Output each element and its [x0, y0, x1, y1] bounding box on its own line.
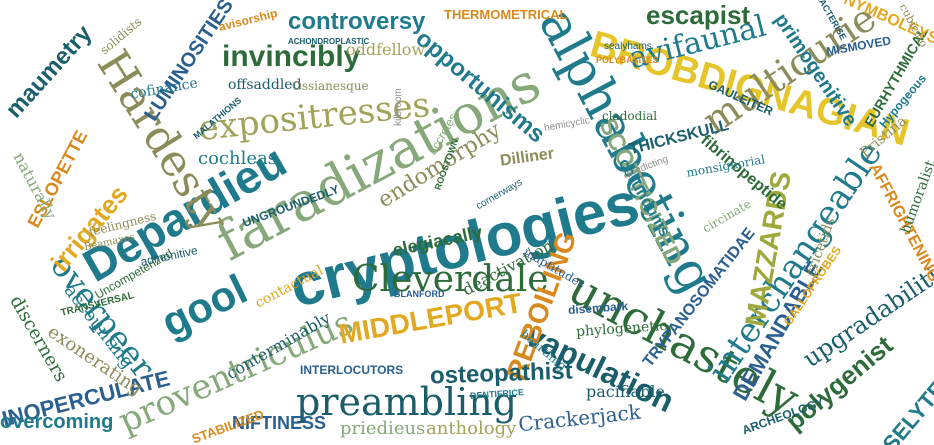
cloud-word: THERMOMETRICAL [444, 7, 568, 22]
cloud-word: SELYTES [877, 365, 934, 445]
cloud-word: oddfellow [346, 40, 426, 59]
cloud-word: overcoming [0, 411, 114, 433]
cloud-word: humoralist [897, 158, 934, 236]
cloud-word: Crackerjack [517, 399, 642, 437]
cloud-word: preambling [296, 380, 518, 424]
cloud-word: maumetry [0, 20, 98, 124]
cloud-word: BLANFORD [394, 289, 445, 299]
cloud-word: gool [153, 265, 255, 347]
cloud-word: cochleas [198, 148, 277, 169]
cloud-word: Cleverdale [352, 259, 549, 300]
cloud-word: escapist [646, 0, 751, 30]
cloud-word: NIFTINESS [232, 413, 327, 433]
cloud-word: kilbroom [392, 88, 404, 126]
cloud-word: pacifiable [586, 382, 665, 401]
cloud-word: offsaddled [228, 77, 302, 93]
cloud-word: sealyhams [604, 41, 652, 52]
cloud-word: Ossianesque [292, 79, 369, 93]
cloud-word: priedieus [340, 418, 426, 439]
cloud-word: Dilliner [499, 145, 556, 170]
cloud-word: anthology [426, 418, 517, 439]
cloud-word: invincibly [222, 40, 361, 73]
cloud-word: POLYBASITES [596, 55, 659, 65]
cloud-word: INTERLOCUTORS [300, 363, 404, 377]
cloud-word: cladodial [602, 109, 658, 123]
cloud-word: ACHONDROPLASTIC [288, 37, 370, 46]
cloud-word: controversy [288, 8, 426, 35]
